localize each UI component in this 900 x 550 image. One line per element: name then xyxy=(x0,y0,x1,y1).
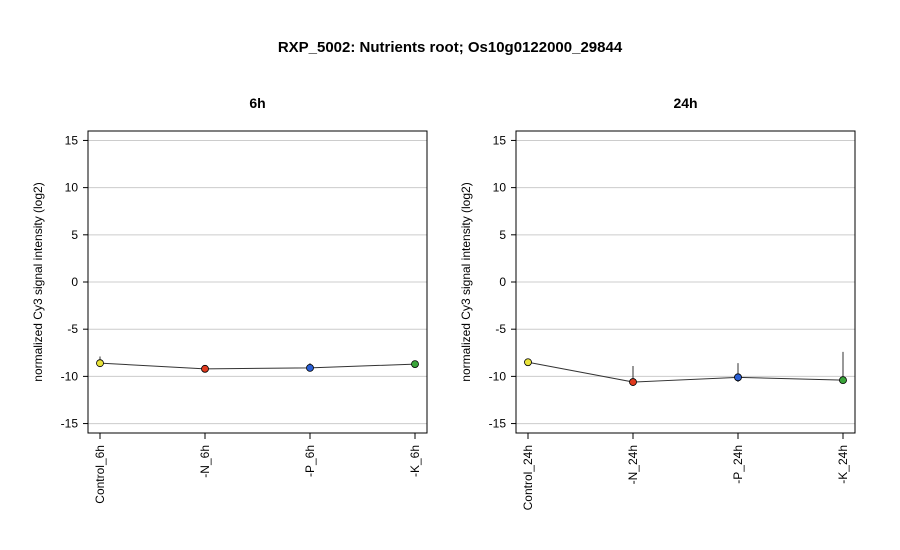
data-point--K_24h xyxy=(839,376,847,385)
x-tick-label: Control_6h xyxy=(93,445,107,504)
y-tick-label: 10 xyxy=(65,181,79,195)
x-tick-label: -P_6h xyxy=(303,445,317,477)
y-tick-label: -5 xyxy=(495,322,506,336)
y-tick-label: 10 xyxy=(493,181,507,195)
series-line xyxy=(99,362,416,370)
y-axis-label: normalized Cy3 signal intensity (log2) xyxy=(459,182,473,381)
x-tick-label: -N_24h xyxy=(626,445,640,484)
data-point--P_6h xyxy=(306,363,314,372)
panel-title: 24h xyxy=(673,95,697,111)
y-tick-label: -15 xyxy=(61,417,79,431)
x-tick-label: Control_24h xyxy=(521,445,535,510)
y-tick-label: -10 xyxy=(489,369,507,383)
x-tick-label: -K_6h xyxy=(408,445,422,477)
chart-panel-24h: 24h -15 -10 -5 0 5 10 15 normalized Cy3 signal i… xyxy=(459,95,856,510)
data-point--P_24h xyxy=(734,373,742,382)
data-point-Control_24h xyxy=(524,358,532,367)
chart-panel-6h: 6h -15 -10 -5 0 5 10 15 normalized Cy3 signal in… xyxy=(31,95,428,504)
figure-title: RXP_5002: Nutrients root; Os10g0122000_2… xyxy=(277,39,623,56)
y-tick-label: -15 xyxy=(489,417,507,431)
y-tick-label: 0 xyxy=(499,275,506,289)
y-axis-label: normalized Cy3 signal intensity (log2) xyxy=(31,182,45,381)
panel-title: 6h xyxy=(249,95,265,111)
plot-frame xyxy=(515,130,856,434)
data-point--K_6h xyxy=(411,360,419,369)
y-tick-label: -10 xyxy=(61,369,79,383)
y-tick-label: -5 xyxy=(67,322,78,336)
y-tick-label: 15 xyxy=(65,133,79,147)
data-point--N_6h xyxy=(201,364,209,373)
plot-frame xyxy=(87,130,428,434)
x-tick-label: -K_24h xyxy=(836,445,850,484)
y-tick-label: 0 xyxy=(71,275,78,289)
x-tick-label: -N_6h xyxy=(198,445,212,478)
series-line xyxy=(527,361,844,383)
y-tick-label: 5 xyxy=(499,228,506,242)
y-tick-label: 5 xyxy=(71,228,78,242)
data-point--N_24h xyxy=(629,378,637,386)
data-point-Control_6h xyxy=(96,359,104,368)
y-tick-label: 15 xyxy=(493,133,507,147)
x-tick-label: -P_24h xyxy=(731,445,745,484)
